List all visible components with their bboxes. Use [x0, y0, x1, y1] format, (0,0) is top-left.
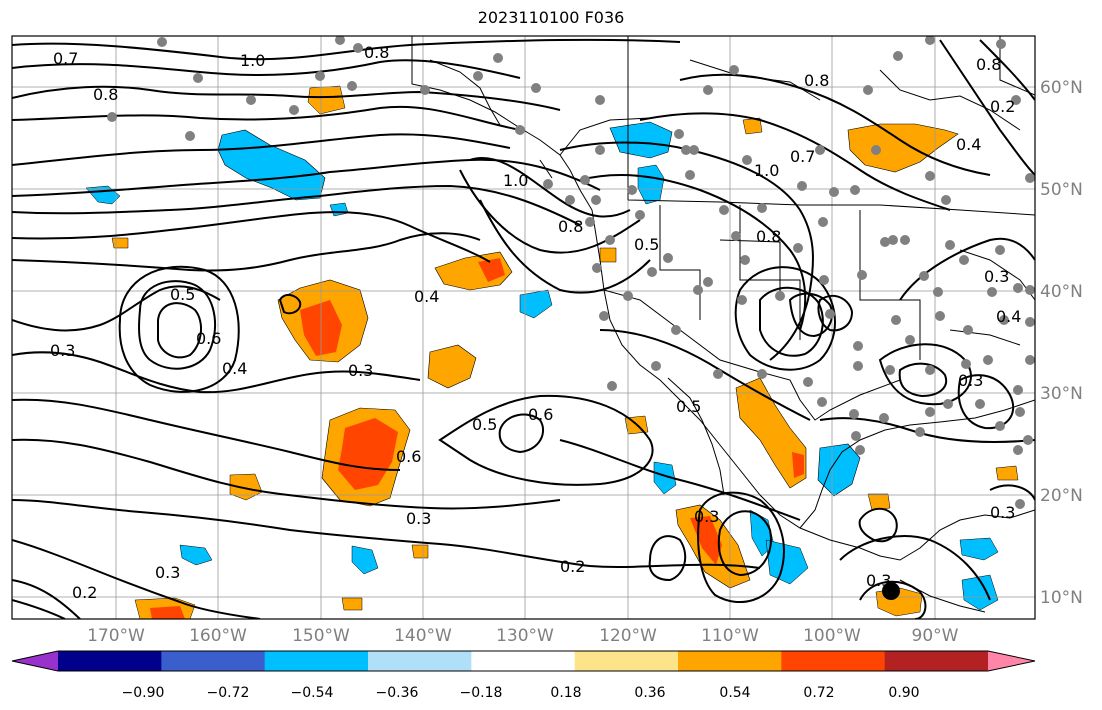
lon-label: 170°W: [87, 626, 145, 646]
contour-label: 0.5: [170, 285, 195, 304]
contour-label: 0.3: [348, 361, 373, 380]
colorbar-segment: [781, 651, 886, 671]
colorbar-tick: 0.72: [803, 685, 834, 701]
contour-label: 0.4: [996, 307, 1021, 326]
contour-labels: 0.7 1.0 0.8 0.8 0.5 0.6 0.3 0.4 0.3 0.4 …: [50, 43, 1021, 602]
colorbar-segment: [678, 651, 782, 671]
contour-label: 0.8: [804, 71, 829, 90]
colorbar: [11, 650, 1036, 672]
contour-label: 0.3: [958, 371, 983, 390]
contour-label: 0.3: [155, 563, 180, 582]
contour-label: 1.0: [754, 161, 779, 180]
lon-label: 110°W: [701, 626, 759, 646]
colorbar-segment: [884, 651, 989, 671]
lat-label: 50°N: [1040, 180, 1083, 200]
colorbar-segment: [264, 651, 369, 671]
lat-label: 40°N: [1040, 282, 1083, 302]
center-marker: [882, 582, 900, 600]
contour-label: 0.5: [676, 397, 701, 416]
contour-label: 0.8: [756, 227, 781, 246]
lon-label: 90°W: [912, 626, 959, 646]
lat-label: 20°N: [1040, 486, 1083, 506]
contour-label: 0.5: [472, 415, 497, 434]
contour-label: 0.6: [196, 329, 221, 348]
colorbar-segment: [471, 651, 576, 671]
contour-label: 0.3: [990, 503, 1015, 522]
contour-label: 0.3: [984, 267, 1009, 286]
colorbar-segment: [574, 651, 679, 671]
contour-label: 0.2: [560, 557, 585, 576]
contour-label: 0.5: [634, 235, 659, 254]
colorbar-tick-labels: −0.90 −0.72 −0.54 −0.36 −0.18 0.18 0.36 …: [122, 685, 920, 701]
colorbar-tick: 0.90: [888, 685, 919, 701]
colorbar-outline: [11, 650, 1036, 672]
contour-label: 0.4: [222, 359, 247, 378]
colorbar-arrow-left: [12, 651, 58, 671]
colorbar-tick: −0.54: [291, 685, 334, 701]
contour-label: 0.2: [72, 583, 97, 602]
colorbar-tick: −0.36: [376, 685, 419, 701]
contour-label: 0.4: [414, 287, 439, 306]
colorbar-tick: 0.36: [634, 685, 665, 701]
contour-label: 0.3: [50, 341, 75, 360]
contour-label: 1.0: [503, 171, 528, 190]
lon-label: 100°W: [803, 626, 861, 646]
colorbar-tick: 0.54: [719, 685, 750, 701]
colorbar-arrow-right: [988, 651, 1035, 671]
contour-label: 0.2: [990, 97, 1015, 116]
contour-label: 0.8: [364, 43, 389, 62]
lat-label: 60°N: [1040, 78, 1083, 98]
station-dots: [107, 36, 1035, 509]
contour-lines: [12, 38, 1035, 619]
map-panel: 0.7 1.0 0.8 0.8 0.5 0.6 0.3 0.4 0.3 0.4 …: [12, 36, 1035, 619]
contour-label: 0.7: [53, 49, 78, 68]
lat-label: 10°N: [1040, 588, 1083, 608]
lon-label: 140°W: [394, 626, 452, 646]
lat-label: 30°N: [1040, 384, 1083, 404]
contour-label: 0.3: [694, 507, 719, 526]
contour-label: 1.0: [240, 51, 265, 70]
contour-label: 0.4: [956, 135, 981, 154]
lon-label: 120°W: [599, 626, 657, 646]
latitude-labels: 60°N 50°N 40°N 30°N 20°N 10°N: [1040, 78, 1083, 608]
lon-label: 130°W: [496, 626, 554, 646]
contour-label: 0.8: [558, 217, 583, 236]
contour-label: 0.6: [396, 447, 421, 466]
colorbar-tick: 0.18: [550, 685, 581, 701]
lon-label: 160°W: [189, 626, 247, 646]
contour-label: 0.7: [790, 147, 815, 166]
colorbar-tick: −0.18: [460, 685, 503, 701]
colorbar-segment: [368, 651, 472, 671]
contour-label: 0.3: [406, 509, 431, 528]
contour-label: 0.6: [528, 405, 553, 424]
colorbar-segment: [161, 651, 266, 671]
map-title: 2023110100 F036: [477, 8, 625, 27]
contour-label: 0.3: [866, 571, 891, 590]
colorbar-tick: −0.90: [122, 685, 165, 701]
shaded-regions: [85, 85, 1019, 619]
colorbar-tick: −0.72: [207, 685, 250, 701]
contour-label: 0.8: [93, 85, 118, 104]
map-frame: [11, 35, 1036, 620]
longitude-labels: 170°W 160°W 150°W 140°W 130°W 120°W 110°…: [87, 626, 959, 646]
colorbar-segment: [58, 651, 162, 671]
lon-label: 150°W: [292, 626, 350, 646]
contour-label: 0.8: [976, 55, 1001, 74]
